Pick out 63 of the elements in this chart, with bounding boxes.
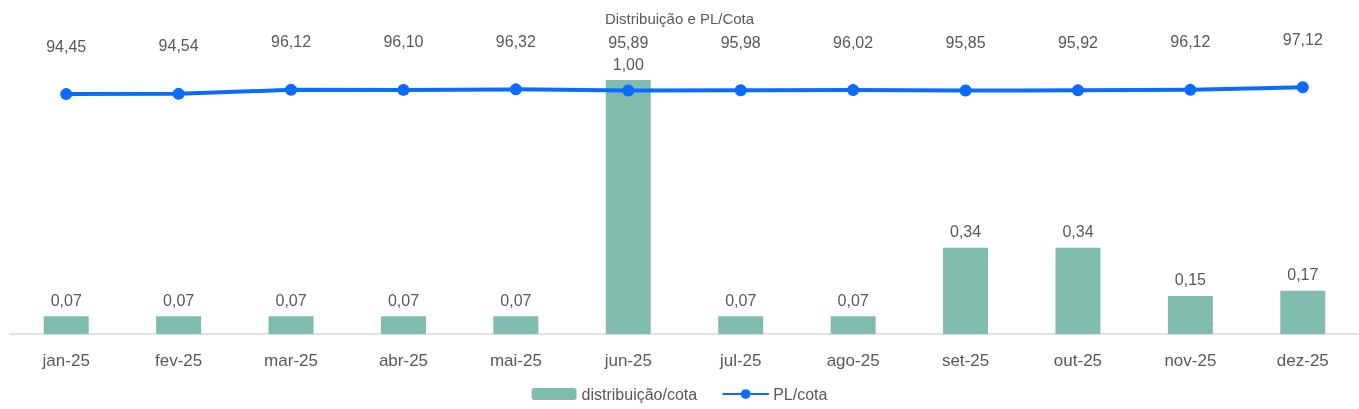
x-tick-label: jul-25 <box>718 351 762 370</box>
bar <box>718 316 764 334</box>
point <box>397 83 410 96</box>
x-tick-label: fev-25 <box>155 351 203 370</box>
data-label: 96,32 <box>495 32 536 50</box>
chart-title: Distribuição e PL/Cota <box>604 10 755 27</box>
data-label: 0,34 <box>949 223 982 241</box>
data-label: 95,92 <box>1057 33 1099 51</box>
bar <box>943 247 989 334</box>
legend-label: PL/cota <box>773 385 828 403</box>
data-label: 94,54 <box>158 37 199 55</box>
point <box>1296 81 1309 94</box>
data-label: 0,07 <box>275 291 307 309</box>
bar <box>830 316 876 334</box>
x-tick-label: set-25 <box>941 351 990 370</box>
point <box>285 83 298 96</box>
point <box>959 84 972 97</box>
point <box>622 84 635 97</box>
data-label: 95,85 <box>945 34 986 52</box>
data-label: 0,34 <box>1062 223 1094 241</box>
data-label: 0,07 <box>725 291 757 309</box>
bar <box>493 316 539 334</box>
data-label: 0,15 <box>1174 271 1207 289</box>
data-label: 96,12 <box>271 33 312 51</box>
x-tick-label: out-25 <box>1053 351 1103 370</box>
bar <box>1167 295 1213 334</box>
x-tick-label: nov-25 <box>1164 351 1217 370</box>
data-label: 97,12 <box>1282 30 1323 48</box>
data-label: 95,89 <box>608 33 649 51</box>
data-label: 1,00 <box>612 55 644 73</box>
data-label: 0,07 <box>50 291 82 309</box>
point <box>734 84 747 97</box>
point <box>847 84 860 97</box>
bar <box>268 316 314 334</box>
bar <box>156 316 202 334</box>
data-label: 96,02 <box>833 33 874 51</box>
data-label: 94,45 <box>46 37 87 55</box>
x-tick-label: mai-25 <box>489 351 542 370</box>
x-tick-label: ago-25 <box>826 351 880 370</box>
point <box>60 88 73 101</box>
point <box>509 83 522 96</box>
data-label: 95,98 <box>720 33 761 51</box>
data-label: 96,10 <box>383 33 424 51</box>
point <box>1184 83 1197 96</box>
data-label: 0,07 <box>387 291 420 309</box>
x-tick-label: jan-25 <box>41 351 90 370</box>
bar <box>43 316 89 334</box>
data-label: 96,12 <box>1170 33 1211 51</box>
data-label: 0,07 <box>500 291 532 309</box>
point <box>1071 84 1084 97</box>
data-label: 0,07 <box>163 291 195 309</box>
point <box>172 87 185 100</box>
legend-label: distribuição/cota <box>581 385 698 403</box>
x-tick-label: dez-25 <box>1276 351 1329 370</box>
data-label: 0,17 <box>1287 266 1319 284</box>
bar <box>380 316 426 334</box>
bar <box>1055 247 1101 334</box>
x-tick-label: jun-25 <box>603 351 652 370</box>
bar <box>1280 290 1326 334</box>
data-label: 0,07 <box>837 291 869 309</box>
bar <box>605 80 651 334</box>
x-tick-label: abr-25 <box>378 351 429 370</box>
x-tick-label: mar-25 <box>264 351 318 370</box>
